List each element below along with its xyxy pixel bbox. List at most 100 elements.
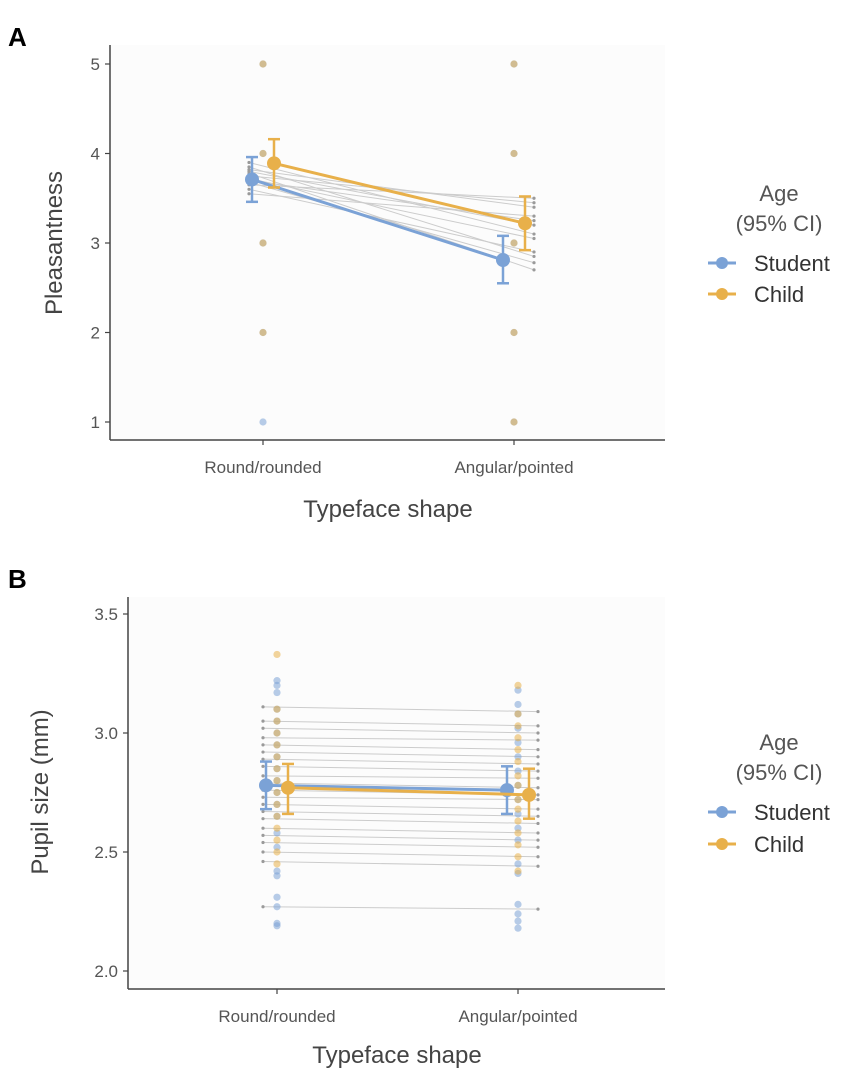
- raw-point: [273, 848, 281, 856]
- subject-line: [262, 796, 539, 801]
- subject-line: [262, 906, 539, 910]
- raw-point: [259, 418, 267, 426]
- raw-point: [514, 757, 522, 766]
- subject-line: [262, 727, 539, 734]
- subject-point: [261, 817, 265, 821]
- subject-point: [247, 192, 251, 196]
- raw-point: [514, 805, 522, 813]
- subject-point: [536, 786, 540, 790]
- mean-point-child: [267, 156, 281, 171]
- raw-point: [273, 903, 281, 911]
- panel-b-x-ticks: Round/rounded Angular/pointed: [218, 989, 578, 1026]
- raw-point: [273, 677, 281, 685]
- subject-line: [248, 170, 535, 226]
- subject-line: [262, 782, 539, 789]
- subject-point: [536, 807, 540, 811]
- subject-point: [261, 726, 265, 730]
- subject-line: [262, 861, 539, 867]
- raw-point: [273, 788, 281, 797]
- mean-point-child: [522, 787, 536, 802]
- subject-point: [536, 864, 540, 868]
- legend-a-child-label: Child: [754, 282, 804, 307]
- mean-point-student: [496, 253, 510, 268]
- mean-point-child: [518, 216, 532, 231]
- raw-point: [514, 781, 522, 789]
- subject-point: [261, 743, 265, 747]
- subject-point: [532, 205, 536, 209]
- subject-point: [536, 762, 540, 766]
- raw-point: [514, 817, 522, 825]
- subject-point: [261, 809, 265, 814]
- y-tick-label: 2.0: [94, 962, 118, 981]
- subject-line: [262, 737, 539, 741]
- panel-b-raw-points: [273, 650, 522, 932]
- mean-line-child: [287, 786, 530, 797]
- raw-point: [273, 717, 281, 725]
- subject-point: [536, 769, 540, 773]
- subject-point: [532, 268, 536, 272]
- legend-b-student-key: [716, 806, 728, 818]
- subject-line: [262, 827, 539, 834]
- subject-point: [532, 250, 536, 254]
- raw-point: [273, 919, 281, 928]
- subject-point: [261, 764, 265, 768]
- subject-line: [248, 166, 535, 257]
- raw-point: [273, 860, 281, 868]
- raw-point: [273, 836, 281, 844]
- y-tick-label: 2.5: [94, 843, 118, 862]
- subject-point: [261, 905, 265, 909]
- subject-point: [532, 254, 536, 259]
- mean-line-child: [273, 161, 526, 225]
- panel-a-background: [110, 45, 665, 440]
- mean-point-student: [259, 778, 273, 793]
- panel-b-y-axis-title: Pupil size (mm): [27, 709, 54, 874]
- mean-point-student: [245, 172, 259, 187]
- subject-point: [536, 838, 540, 842]
- subject-point: [536, 814, 540, 818]
- x-tick-label: Angular/pointed: [458, 1007, 577, 1026]
- subject-line: [262, 706, 539, 713]
- raw-point: [259, 328, 267, 337]
- subject-point: [536, 845, 540, 849]
- panel-a-y-ticks: 1 2 3 4 5: [91, 55, 110, 432]
- subject-line: [262, 841, 539, 848]
- subject-line: [262, 775, 539, 779]
- panel-b-background: [128, 597, 665, 989]
- raw-point: [514, 722, 522, 730]
- subject-point: [261, 774, 265, 778]
- subject-point: [536, 855, 540, 859]
- raw-point: [514, 900, 522, 908]
- subject-point: [261, 802, 265, 807]
- raw-point: [259, 239, 267, 247]
- raw-point: [273, 705, 281, 713]
- raw-point: [273, 867, 281, 875]
- y-tick-label: 2: [91, 324, 100, 343]
- subject-point: [536, 724, 540, 728]
- raw-point: [514, 853, 522, 861]
- subject-line: [262, 720, 539, 727]
- raw-point: [514, 841, 522, 849]
- panel-b-legend: Age (95% CI) Student Child: [708, 730, 830, 857]
- raw-point: [514, 746, 522, 754]
- subject-line: [262, 751, 539, 758]
- raw-point: [514, 829, 522, 837]
- raw-point: [514, 734, 522, 742]
- raw-point: [259, 60, 267, 68]
- y-tick-label: 3: [91, 234, 100, 253]
- legend-b-student-label: Student: [754, 800, 830, 825]
- subject-point: [536, 907, 540, 911]
- raw-point: [273, 765, 281, 773]
- y-tick-label: 1: [91, 413, 100, 432]
- panel-a-raw-points: [259, 60, 518, 426]
- raw-point: [514, 772, 522, 780]
- subject-point: [261, 750, 265, 754]
- panel-a: A 1 2 3 4 5 Round/rounded Angular/pointed Typ…: [8, 22, 830, 523]
- raw-point: [510, 418, 518, 426]
- subject-point: [532, 214, 536, 218]
- legend-b-child-label: Child: [754, 832, 804, 857]
- panel-b: B 2.0 2.5 3.0 3.5 Round/rounded Angular/poin…: [8, 564, 830, 1069]
- mean-line-student: [251, 178, 504, 262]
- subject-line: [262, 818, 539, 824]
- panel-b-legend-subtitle: (95% CI): [736, 760, 823, 785]
